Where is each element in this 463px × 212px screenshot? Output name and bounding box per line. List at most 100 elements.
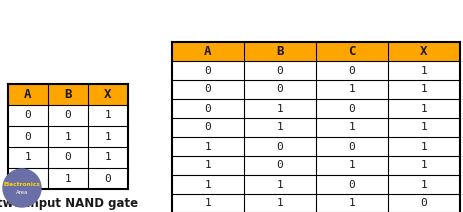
Text: 0: 0 (276, 141, 283, 152)
Bar (48, 84, 88, 105)
Text: A: A (24, 88, 31, 101)
Bar (387, 42, 459, 61)
Bar (88, 147, 128, 168)
Text: 1: 1 (64, 131, 71, 141)
Text: 1: 1 (348, 198, 355, 208)
Text: 1: 1 (276, 103, 283, 113)
Text: two-input NAND gate: two-input NAND gate (0, 197, 138, 210)
Text: 1: 1 (276, 198, 283, 208)
Bar (244, 194, 315, 212)
Bar (88, 168, 128, 189)
Text: 1: 1 (204, 141, 211, 152)
Text: 1: 1 (420, 66, 426, 75)
Bar (315, 118, 387, 137)
Bar (387, 99, 459, 118)
Bar (172, 175, 244, 194)
Text: 1: 1 (204, 198, 211, 208)
Text: 1: 1 (276, 180, 283, 190)
Text: Electronics: Electronics (4, 181, 40, 187)
Text: 0: 0 (204, 123, 211, 132)
Text: B: B (64, 88, 72, 101)
Bar (315, 99, 387, 118)
Bar (315, 175, 387, 194)
Text: 1: 1 (420, 103, 426, 113)
Bar (8, 126, 48, 147)
Text: 1: 1 (420, 141, 426, 152)
Bar (315, 42, 387, 61)
Bar (315, 156, 387, 175)
Bar (244, 61, 315, 80)
Bar (315, 80, 387, 99)
Bar (387, 61, 459, 80)
Text: 0: 0 (276, 160, 283, 170)
Text: 0: 0 (104, 173, 111, 184)
Text: C: C (348, 45, 355, 58)
Text: 1: 1 (348, 160, 355, 170)
Bar (244, 137, 315, 156)
Bar (172, 137, 244, 156)
Text: 0: 0 (276, 85, 283, 95)
Text: 1: 1 (348, 123, 355, 132)
Bar (172, 156, 244, 175)
Bar (88, 105, 128, 126)
Bar (172, 61, 244, 80)
Text: 0: 0 (204, 85, 211, 95)
Text: 0: 0 (276, 66, 283, 75)
Text: 0: 0 (25, 110, 31, 120)
Text: 0: 0 (25, 131, 31, 141)
Text: 0: 0 (64, 152, 71, 163)
Circle shape (3, 169, 41, 207)
Text: 0: 0 (420, 198, 426, 208)
Text: 1: 1 (25, 152, 31, 163)
Bar (244, 80, 315, 99)
Bar (244, 99, 315, 118)
Text: 1: 1 (420, 180, 426, 190)
Bar (172, 42, 244, 61)
Text: 0: 0 (348, 66, 355, 75)
Bar (172, 194, 244, 212)
Text: 0: 0 (64, 110, 71, 120)
Text: 0: 0 (204, 66, 211, 75)
Bar (172, 118, 244, 137)
Bar (387, 194, 459, 212)
Text: 1: 1 (276, 123, 283, 132)
Text: 1: 1 (348, 85, 355, 95)
Text: X: X (419, 45, 427, 58)
Bar (172, 80, 244, 99)
Text: X: X (104, 88, 112, 101)
Bar (8, 84, 48, 105)
Text: 0: 0 (348, 180, 355, 190)
Bar (8, 168, 48, 189)
Bar (48, 147, 88, 168)
Text: A: A (204, 45, 211, 58)
Text: 1: 1 (104, 152, 111, 163)
Text: 1: 1 (204, 160, 211, 170)
Text: 1: 1 (420, 85, 426, 95)
Bar (48, 126, 88, 147)
Text: 0: 0 (348, 103, 355, 113)
Text: 1: 1 (64, 173, 71, 184)
Bar (8, 147, 48, 168)
Text: B: B (275, 45, 283, 58)
Bar (387, 118, 459, 137)
Text: 1: 1 (104, 110, 111, 120)
Text: Area: Area (16, 190, 28, 194)
Bar (315, 137, 387, 156)
Text: 1: 1 (104, 131, 111, 141)
Text: 0: 0 (204, 103, 211, 113)
Text: 1: 1 (420, 123, 426, 132)
Bar (8, 105, 48, 126)
Bar (48, 105, 88, 126)
Bar (244, 175, 315, 194)
Bar (244, 42, 315, 61)
Bar (387, 80, 459, 99)
Text: 1: 1 (25, 173, 31, 184)
Bar (387, 156, 459, 175)
Bar (244, 156, 315, 175)
Text: 1: 1 (204, 180, 211, 190)
Text: 0: 0 (348, 141, 355, 152)
Bar (88, 84, 128, 105)
Text: 1: 1 (420, 160, 426, 170)
Bar (48, 168, 88, 189)
Bar (88, 126, 128, 147)
